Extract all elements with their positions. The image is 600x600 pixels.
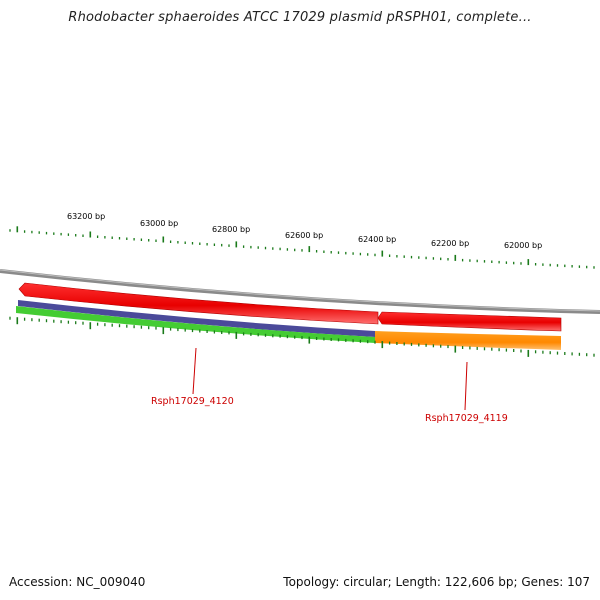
scale-label: 63200 bp <box>67 212 105 221</box>
inner-tick-marks <box>9 316 595 357</box>
scale-label: 62400 bp <box>358 235 396 244</box>
scale-label: 63000 bp <box>140 219 178 228</box>
plasmid-backbone <box>0 269 600 314</box>
map-title: Rhodobacter sphaeroides ATCC 17029 plasm… <box>68 10 532 25</box>
gene-leader-line <box>464 361 468 411</box>
outer-scale: 63200 bp 63000 bp 62800 bp 62600 bp 6240… <box>9 212 595 269</box>
gene-leader-line <box>192 347 197 395</box>
gene-label[interactable]: Rsph17029_4120 <box>151 396 234 407</box>
scale-label: 62200 bp <box>431 239 469 248</box>
scale-label: 62800 bp <box>212 225 250 234</box>
gene-arrow-rsph17029-4120-green[interactable] <box>16 306 375 343</box>
accession-text: Accession: NC_009040 <box>9 575 146 589</box>
gene-arrow-rsph17029-4119-forward[interactable] <box>377 311 562 332</box>
scale-label: 62000 bp <box>504 241 542 250</box>
gene-arrow-rsph17029-4120-purple[interactable] <box>18 300 375 337</box>
outer-tick-marks <box>9 226 595 269</box>
gene-label[interactable]: Rsph17029_4119 <box>425 413 508 424</box>
topology-summary: Topology: circular; Length: 122,606 bp; … <box>283 575 590 589</box>
gene-arrow-rsph17029-4120-forward[interactable] <box>18 282 379 325</box>
scale-label: 62600 bp <box>285 231 323 240</box>
gene-arrow-rsph17029-4119-orange[interactable] <box>375 331 561 350</box>
